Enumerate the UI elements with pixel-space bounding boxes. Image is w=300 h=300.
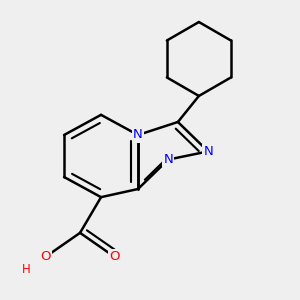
Text: N: N [164, 153, 173, 166]
Text: O: O [40, 250, 51, 263]
Text: N: N [133, 128, 143, 142]
Text: H: H [22, 263, 31, 276]
Text: O: O [109, 250, 120, 263]
Text: N: N [203, 145, 213, 158]
